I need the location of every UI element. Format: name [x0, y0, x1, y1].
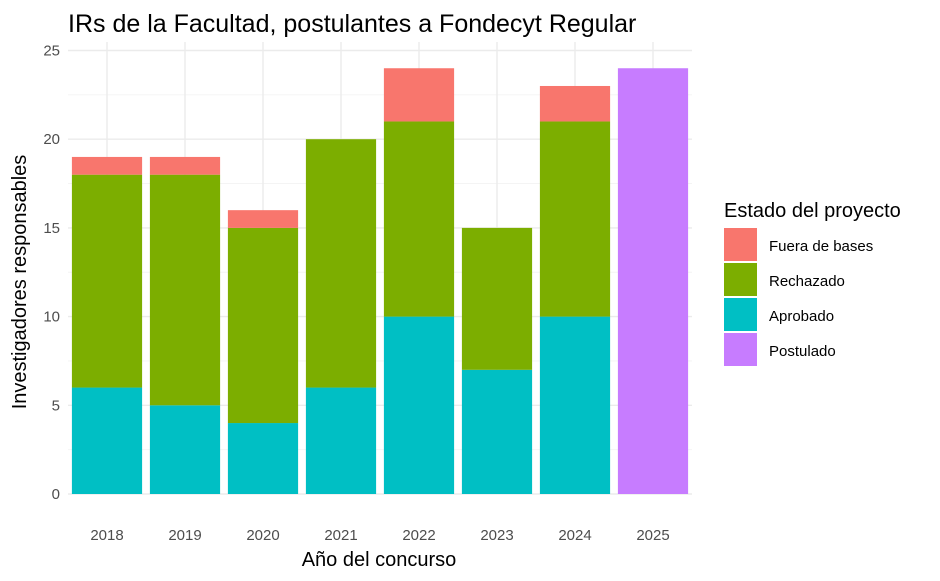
- bar-fuera-de-bases-2019: [149, 156, 221, 175]
- bar-rechazado-2018: [71, 174, 143, 388]
- bar-aprobado-2021: [305, 387, 377, 494]
- x-tick-label: 2019: [168, 527, 201, 544]
- bar-fuera-de-bases-2018: [71, 156, 143, 175]
- chart-title: IRs de la Facultad, postulantes a Fondec…: [68, 10, 636, 38]
- bars-group: [71, 68, 689, 495]
- bar-aprobado-2018: [71, 387, 143, 494]
- legend-swatch: [724, 298, 757, 331]
- y-tick-label: 25: [43, 43, 60, 60]
- x-tick-label: 2023: [480, 527, 513, 544]
- bar-aprobado-2023: [461, 369, 533, 494]
- bar-aprobado-2022: [383, 316, 455, 494]
- x-axis-ticks: 2018 2019 2020 2021 2022 2023 2024 2025: [90, 527, 669, 544]
- legend-swatch: [724, 228, 757, 261]
- bar-aprobado-2020: [227, 423, 299, 494]
- x-tick-label: 2018: [90, 527, 123, 544]
- x-tick-label: 2022: [402, 527, 435, 544]
- y-tick-label: 15: [43, 220, 60, 237]
- bar-fuera-de-bases-2022: [383, 68, 455, 122]
- y-axis-ticks: 0 5 10 15 20 25: [43, 43, 60, 504]
- bar-fuera-de-bases-2020: [227, 210, 299, 228]
- bar-rechazado-2019: [149, 174, 221, 406]
- y-tick-label: 20: [43, 131, 60, 148]
- bar-rechazado-2022: [383, 121, 455, 317]
- bar-rechazado-2023: [461, 227, 533, 370]
- x-tick-label: 2024: [558, 527, 591, 544]
- legend-title: Estado del proyecto: [724, 200, 901, 222]
- x-tick-label: 2020: [246, 527, 279, 544]
- x-tick-label: 2025: [636, 527, 669, 544]
- x-tick-label: 2021: [324, 527, 357, 544]
- bar-aprobado-2024: [539, 316, 611, 494]
- legend-swatch: [724, 263, 757, 296]
- y-tick-label: 10: [43, 309, 60, 326]
- bar-rechazado-2021: [305, 139, 377, 388]
- y-axis-title: Investigadores responsables: [9, 155, 31, 410]
- legend: Estado del proyecto Fuera de bases Rechaz…: [724, 200, 901, 366]
- x-axis-title: Año del concurso: [302, 549, 457, 571]
- legend-label: Rechazado: [769, 273, 845, 290]
- bar-rechazado-2020: [227, 227, 299, 424]
- legend-label: Postulado: [769, 343, 836, 360]
- legend-label: Aprobado: [769, 308, 834, 325]
- bar-postulado-2025: [617, 68, 689, 495]
- y-tick-label: 5: [52, 397, 60, 414]
- bar-fuera-de-bases-2024: [539, 85, 611, 122]
- bar-aprobado-2019: [149, 405, 221, 494]
- legend-swatch: [724, 333, 757, 366]
- legend-label: Fuera de bases: [769, 238, 873, 255]
- y-tick-label: 0: [52, 486, 60, 503]
- bar-rechazado-2024: [539, 121, 611, 317]
